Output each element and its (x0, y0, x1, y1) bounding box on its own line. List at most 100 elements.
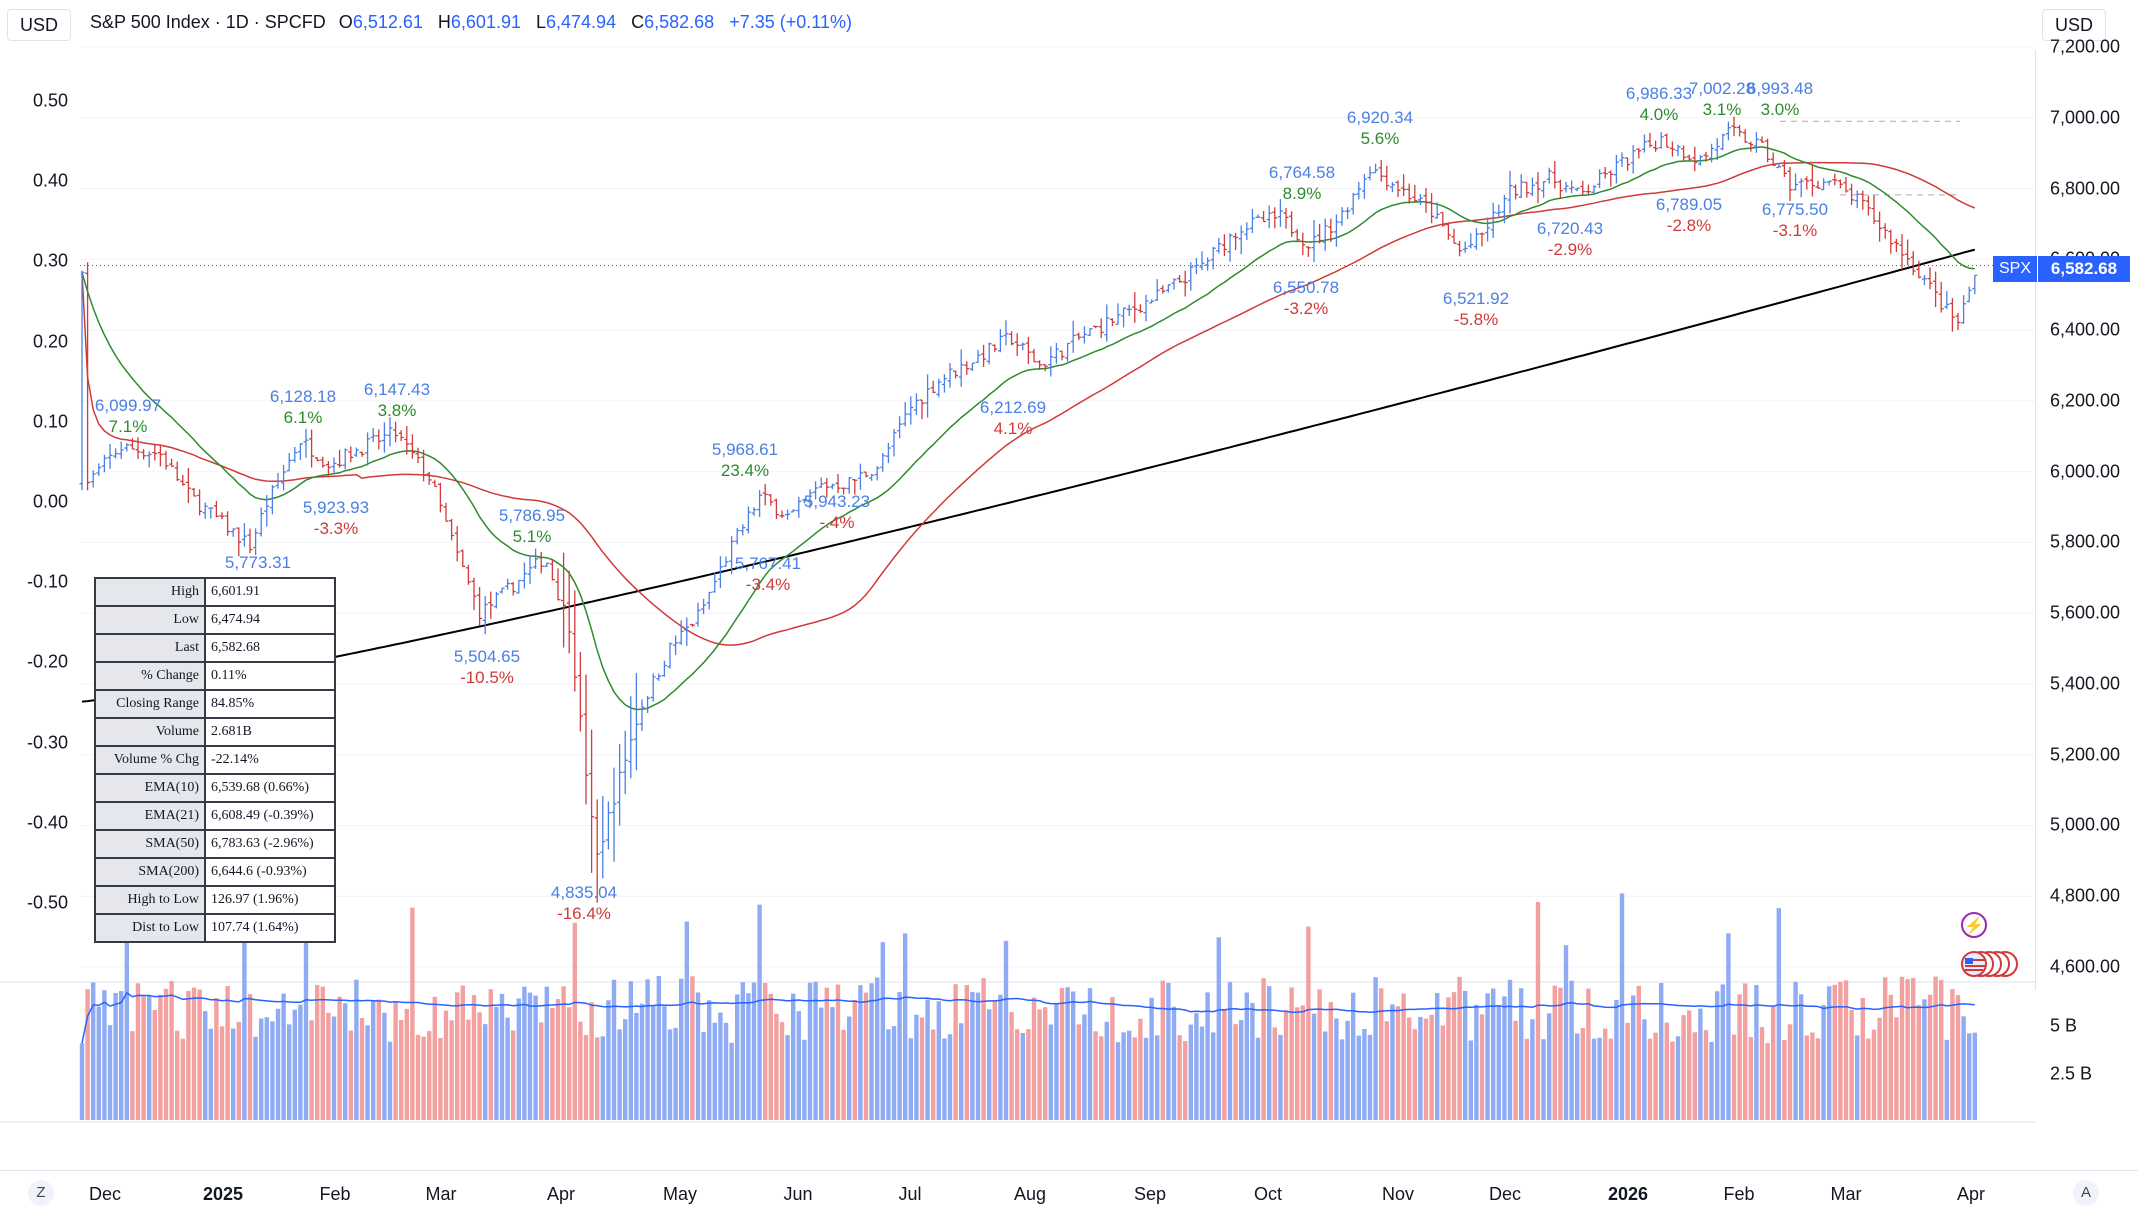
volume-bar (85, 989, 90, 1120)
ohlc-bar (163, 450, 169, 470)
ohlc-bar (393, 421, 399, 443)
ohlc-bar (1395, 180, 1401, 198)
ohlc-bar (381, 422, 387, 453)
stats-value: 6,608.49 (-0.39%) (204, 801, 336, 831)
volume-bar (1653, 1032, 1658, 1120)
ohlc-bar (1171, 278, 1177, 290)
stats-value: 126.97 (1.96%) (204, 885, 336, 915)
ohlc-bar (801, 498, 807, 504)
ohlc-bar (958, 349, 964, 387)
price-axis-tick: 6,200.00 (2050, 390, 2121, 411)
volume-bar (270, 1021, 275, 1120)
ohlc-bar (1031, 348, 1037, 363)
volume-bar (1838, 981, 1843, 1120)
ohlc-bar (891, 429, 897, 457)
swing-label: 6,764.58 (1268, 163, 1336, 182)
ohlc-bar (1849, 183, 1855, 205)
ohlc-bar (706, 591, 712, 610)
volume-bar (421, 1036, 426, 1120)
volume-bar (847, 1016, 852, 1120)
volume-bar (219, 1026, 225, 1120)
volume-bar (1961, 1016, 1966, 1120)
ohlc-bar (1619, 152, 1625, 167)
price-axis[interactable]: 7,200.007,000.006,800.006,600.006,400.00… (2035, 37, 2138, 1084)
volume-bar (1743, 983, 1748, 1120)
volume-bar (1955, 994, 1961, 1120)
volume-bar (1076, 1024, 1081, 1120)
volume-bar (1278, 1034, 1283, 1120)
stats-value: 107.74 (1.64%) (204, 913, 336, 943)
price-axis-tick: 5,000.00 (2050, 814, 2121, 835)
left-axis: 0.50 0.40 0.30 0.20 0.10 0.00 -0.10 -0.20 -0.30 -… (0, 50, 80, 990)
close-value: 6,582.68 (644, 12, 715, 32)
time-axis-label: Apr (1956, 1184, 1986, 1204)
stats-row: High 6,601.91 (94, 577, 336, 607)
currency-left-button[interactable]: USD (7, 9, 72, 41)
volume-bar (981, 978, 986, 1120)
volume-bar (1451, 992, 1457, 1120)
ohlc-bar (1765, 138, 1771, 163)
volume-bar (147, 995, 152, 1120)
ohlc-bar (1003, 320, 1009, 346)
volume-bar (1815, 1038, 1821, 1120)
us-flag-events-icon[interactable] (1961, 950, 2019, 978)
volume-bar (1642, 1019, 1647, 1120)
volume-bar (1093, 1031, 1098, 1120)
stats-row: Low 6,474.94 (94, 605, 336, 635)
ohlc-bar (1955, 312, 1961, 331)
price-chart[interactable] (0, 0, 2138, 1170)
volume-bar (830, 1007, 835, 1120)
ohlc-bar (1927, 267, 1933, 290)
ohlc-bar (1065, 342, 1071, 362)
ohlc-bar (359, 451, 365, 457)
volume-bar (695, 992, 701, 1120)
ohlc-bar (863, 471, 869, 478)
volume-bar (1939, 979, 1944, 1120)
auto-scale-button[interactable]: A (2073, 1180, 2099, 1206)
volume-bar (1306, 926, 1311, 1120)
swing-label: -2.8% (1666, 216, 1712, 235)
ohlc-bar (1244, 222, 1250, 240)
ohlc-bar (1921, 275, 1927, 286)
swing-label: -3.3% (313, 519, 359, 538)
ohlc-bar (1098, 318, 1104, 339)
ohlc-bar (650, 673, 656, 702)
volume-bar (275, 1008, 281, 1120)
ohlc-bar (1630, 145, 1636, 174)
volume-bar (1261, 978, 1266, 1120)
ohlc-bar (1501, 194, 1507, 224)
volume-bar (942, 1038, 947, 1120)
ohlc-bar (835, 473, 841, 494)
left-axis-tick: 0.50 (32, 90, 68, 111)
ohlc-bar (1249, 208, 1255, 234)
currency-right-button[interactable]: USD (2042, 9, 2107, 41)
ohlc-bar (1445, 223, 1451, 240)
volume-bar (337, 996, 342, 1120)
ohlc-bar (297, 443, 303, 461)
ohlc-bar (1966, 286, 1972, 303)
ohlc-bar (236, 527, 242, 557)
volume-bar (1698, 1008, 1703, 1120)
lightning-event-icon[interactable]: ⚡ (1961, 912, 1987, 938)
zoom-button[interactable]: Z (28, 1180, 54, 1206)
symbol-title[interactable]: S&P 500 Index · 1D · SPCFD (90, 12, 326, 32)
swing-label: 5.6% (1360, 129, 1400, 148)
ohlc-bar (342, 448, 348, 470)
stats-row: SMA(50) 6,783.63 (-2.96%) (94, 829, 336, 859)
ohlc-bar (1821, 178, 1827, 191)
ohlc-bar (846, 477, 852, 494)
ohlc-bar (1401, 174, 1407, 197)
time-axis-label: Apr (546, 1184, 576, 1204)
ohlc-bar (1793, 173, 1799, 191)
ohlc-bar (1417, 194, 1423, 206)
time-axis[interactable]: Dec 2025 Feb Mar Apr May Jun Jul Aug Sep Oct Nov Dec… (0, 1170, 2138, 1211)
swing-label: 6.1% (283, 408, 323, 427)
ohlc-bar (639, 699, 645, 731)
volume-bar (331, 1016, 337, 1120)
volume-bar (1894, 1017, 1899, 1120)
ohlc-bar (1093, 325, 1099, 329)
volume-bar (1647, 1038, 1653, 1120)
left-axis-tick: -0.30 (26, 732, 68, 753)
volume-bar (1597, 1037, 1602, 1120)
volume-bar (1160, 980, 1165, 1120)
